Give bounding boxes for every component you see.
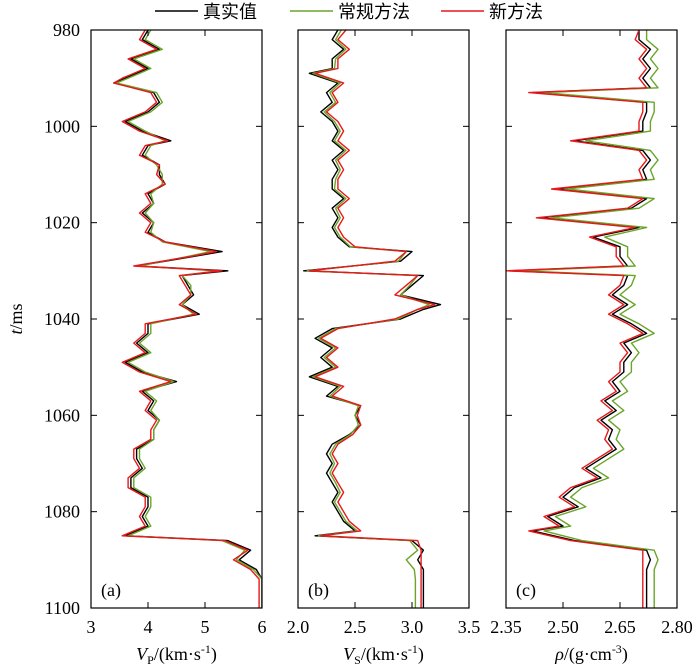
x-tick-label-2-2: 2.65 — [604, 617, 636, 637]
y-tick-label-6: 1100 — [45, 598, 80, 618]
x-tick-label-1-2: 3.0 — [401, 617, 424, 637]
panel-1: 2.0 2.5 3.0 3.5 (b) VS/(km·s-1) — [287, 29, 481, 667]
x-tick-label-2-0: 2.35 — [490, 617, 522, 637]
x-tick-label-1-1: 2.5 — [344, 617, 367, 637]
panel-label-2: (c) — [516, 580, 536, 601]
panel-label-0: (a) — [101, 580, 121, 601]
panel-0: 3 4 5 6 (a) VP/(km·s-1) — [87, 29, 267, 667]
series-line-1-1 — [306, 30, 430, 608]
y-tick-label-1: 1000 — [44, 116, 80, 136]
x-axis-title-1: VS/(km·s-1) — [343, 642, 424, 667]
x-tick-label-0-3: 6 — [258, 617, 267, 637]
series-line-0-1 — [115, 30, 262, 608]
legend-label-2: 新方法 — [489, 2, 543, 23]
x-tick-label-0-0: 3 — [87, 617, 96, 637]
legend-label-1: 常规方法 — [338, 2, 410, 23]
series-line-2-2 — [506, 30, 648, 608]
x-axis-title-2: ρ/(g·cm-3) — [554, 642, 628, 665]
y-tick-label-4: 1060 — [44, 405, 80, 425]
panel-label-1: (b) — [308, 580, 329, 601]
x-axis-title-0: VP/(km·s-1) — [136, 642, 217, 667]
panel-2: 2.35 2.50 2.65 2.80 (c) ρ/(g·cm-3) — [490, 29, 693, 665]
x-tick-label-2-3: 2.80 — [661, 617, 693, 637]
y-tick-label-5: 1080 — [44, 502, 80, 522]
series-line-2-0 — [509, 30, 652, 608]
panels: 3 4 5 6 (a) VP/(km·s-1) 2.0 2.5 3.0 3.5 (b) VS/(km·… — [87, 29, 693, 667]
x-tick-label-1-3: 3.5 — [458, 617, 481, 637]
series-line-2-1 — [520, 30, 659, 608]
x-tick-label-0-1: 4 — [144, 617, 153, 637]
y-tick-label-0: 980 — [53, 20, 80, 40]
x-tick-label-2-1: 2.50 — [547, 617, 579, 637]
series-line-1-0 — [303, 30, 442, 608]
y-axis: 980 1000 1020 1040 1060 1080 1100 t/ms — [6, 20, 80, 618]
legend: 真实值 常规方法 新方法 — [155, 2, 543, 23]
x-tick-label-0-2: 5 — [201, 617, 210, 637]
panel-frame-1 — [297, 29, 470, 609]
legend-label-0: 真实值 — [203, 2, 257, 23]
y-axis-title: t/ms — [6, 303, 26, 334]
series-line-1-2 — [308, 30, 436, 608]
series-line-0-2 — [113, 30, 260, 608]
y-tick-label-3: 1040 — [44, 309, 80, 329]
y-tick-label-2: 1020 — [44, 213, 80, 233]
x-tick-label-1-0: 2.0 — [287, 617, 310, 637]
panel-frame-2 — [505, 29, 678, 609]
series-line-0-0 — [113, 30, 262, 608]
